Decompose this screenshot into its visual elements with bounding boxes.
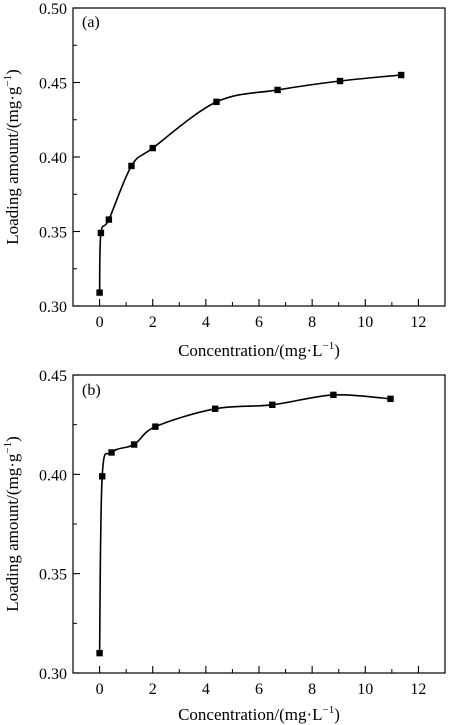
x-tick-label: 2 <box>149 314 157 331</box>
x-tick-label: 2 <box>149 681 157 698</box>
x-tick-label: 12 <box>410 314 426 331</box>
data-point <box>213 98 220 106</box>
data-point <box>397 71 405 79</box>
x-tick-label: 0 <box>96 314 104 331</box>
y-tick-label: 0.45 <box>39 368 67 385</box>
y-tick-label: 0.30 <box>39 299 67 316</box>
data-point <box>211 405 219 412</box>
x-tick-label: 10 <box>357 681 373 698</box>
data-points <box>96 391 394 657</box>
y-axis-ticks: 0.30 0.35 0.40 0.45 0.50 <box>39 1 80 316</box>
data-point <box>149 144 156 152</box>
y-tick-label: 0.40 <box>39 150 67 167</box>
data-point <box>97 229 105 237</box>
x-axis-label: Concentration/(mg·L−1) <box>178 340 340 360</box>
x-axis-ticks: 0 2 4 6 8 10 12 <box>72 666 446 698</box>
x-tick-label: 12 <box>410 681 426 698</box>
plot-frame <box>72 7 446 307</box>
data-point <box>336 77 344 85</box>
y-axis-label: Loading amount/(mg·g−1) <box>2 69 22 245</box>
y-tick-label: 0.50 <box>39 1 67 18</box>
x-tick-label: 4 <box>202 314 210 331</box>
data-points <box>96 71 405 296</box>
x-tick-label: 6 <box>255 314 263 331</box>
x-tick-label: 10 <box>357 314 373 331</box>
data-point <box>96 649 103 657</box>
x-tick-label: 8 <box>308 681 316 698</box>
x-tick-label: 0 <box>96 681 104 698</box>
data-point <box>387 395 394 403</box>
y-tick-label: 0.35 <box>39 567 67 584</box>
data-point <box>274 86 281 94</box>
data-point <box>130 441 138 448</box>
x-tick-label: 8 <box>308 314 316 331</box>
y-axis-label: Loading amount/(mg·g−1) <box>2 436 22 612</box>
data-point <box>330 391 337 399</box>
data-point <box>96 289 103 296</box>
y-tick-label: 0.40 <box>39 467 67 484</box>
plot-frame <box>72 374 446 674</box>
data-point <box>128 162 135 170</box>
x-axis-label: Concentration/(mg·L−1) <box>178 704 340 724</box>
y-axis-ticks: 0.30 0.35 0.40 0.45 <box>39 368 80 683</box>
y-tick-label: 0.45 <box>39 76 67 93</box>
fit-curve <box>98 74 402 293</box>
x-tick-label: 6 <box>255 681 263 698</box>
panel-a: 0.30 0.35 0.40 0.45 0.50 0 2 4 6 8 10 12 (a) Conce… <box>2 1 446 360</box>
data-point <box>108 449 115 456</box>
panel-label: (a) <box>82 14 100 31</box>
data-point <box>269 401 276 408</box>
x-tick-label: 4 <box>202 681 210 698</box>
y-tick-label: 0.35 <box>39 225 67 242</box>
panel-label: (b) <box>82 382 101 399</box>
data-point <box>99 473 106 480</box>
data-point <box>152 423 159 430</box>
data-point <box>105 216 113 223</box>
panel-b: 0.30 0.35 0.40 0.45 0 2 4 6 8 10 12 (b) Concentra… <box>2 368 446 724</box>
y-tick-label: 0.30 <box>39 666 67 683</box>
x-axis-ticks: 0 2 4 6 8 10 12 <box>72 299 446 331</box>
fit-curve <box>98 393 391 654</box>
